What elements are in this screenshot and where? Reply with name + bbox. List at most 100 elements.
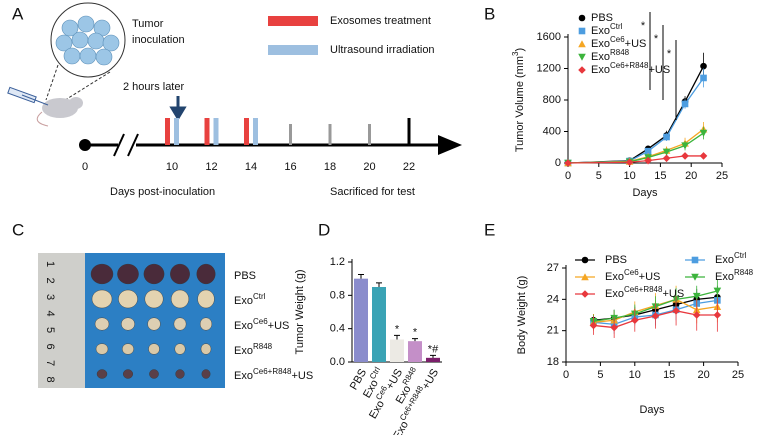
tumor <box>147 317 161 331</box>
legend-label: PBS <box>591 12 613 24</box>
ruler-number: 5 <box>44 327 56 333</box>
text-part: Exo <box>715 271 734 283</box>
legend-label: ExoCe6+R848+US <box>605 285 684 300</box>
ruler-number: 8 <box>44 376 56 382</box>
text-part: R848 <box>734 268 754 277</box>
text-part: R848 <box>401 365 419 387</box>
marker <box>692 311 701 319</box>
ruler-number: 7 <box>44 360 56 366</box>
marker <box>692 292 701 300</box>
marker <box>651 312 660 320</box>
error-bar <box>376 282 382 287</box>
text-part: Ctrl <box>610 22 623 31</box>
marker <box>662 148 671 156</box>
marker <box>713 311 722 319</box>
legend-label: ExoCe6+R848+US <box>591 61 670 76</box>
group-label: ExoCtrl <box>234 292 266 307</box>
legend-label: ExoCe6+US <box>605 268 660 283</box>
ruler-number: 4 <box>44 310 56 316</box>
zoom-line <box>45 64 59 101</box>
text-part: Tumor Weight (g) <box>294 270 306 355</box>
note-arrow <box>169 96 187 121</box>
inoculation-label: Tumor inoculation <box>132 18 185 46</box>
text-part: inoculation <box>132 34 185 46</box>
panel-label: C <box>12 221 24 240</box>
panel-label: D <box>318 221 330 240</box>
group-label: PBS <box>234 270 256 282</box>
text-part: Tumor <box>132 18 164 30</box>
legend-label: Exosomes treatment <box>330 15 431 27</box>
marker <box>672 307 680 315</box>
marker <box>610 323 618 332</box>
marker <box>644 147 652 155</box>
text-part: Ctrl <box>734 251 747 260</box>
text-part: +US <box>420 367 441 392</box>
treatment-bar <box>204 118 210 145</box>
legend-marker <box>581 273 589 281</box>
ruler-number: 3 <box>44 294 56 300</box>
text-part: +US <box>648 64 670 76</box>
legend-swatch <box>268 45 318 55</box>
text-part: Exo <box>591 25 610 37</box>
tumor <box>143 263 165 285</box>
tumor <box>95 343 109 355</box>
inoculation-art <box>7 2 126 127</box>
legend-label: ExoCtrl <box>591 22 623 37</box>
text-part: Exo <box>391 419 411 435</box>
legend-label: ExoR848 <box>591 48 630 63</box>
marker <box>681 142 689 150</box>
x-tick-label: 25 <box>716 170 728 182</box>
text-part: Exo <box>367 399 387 421</box>
day-tick <box>289 124 292 145</box>
day-label: 10 <box>166 161 178 173</box>
y-tick-label: 0.8 <box>330 289 345 301</box>
legend-marker <box>691 273 699 281</box>
significance-label: *# <box>428 343 439 355</box>
y-tick-label: 400 <box>543 126 561 138</box>
legend-marker <box>578 27 586 35</box>
error-bar <box>394 334 400 340</box>
marker <box>700 62 707 70</box>
text-part: Ce6+R848 <box>610 61 649 70</box>
text-part: Tumor Volume (mm <box>514 56 526 152</box>
x-tick-label: 20 <box>697 369 709 381</box>
y-axis-label: Tumor Weight (g) <box>294 270 306 355</box>
tumor <box>199 317 213 331</box>
group-label: ExoR848 <box>234 342 273 357</box>
panel-label: A <box>12 5 24 24</box>
text-part: Exo <box>591 64 610 76</box>
tumor <box>173 317 187 331</box>
tumor <box>175 369 185 379</box>
end-label: Sacrificed for test <box>330 186 415 198</box>
significance-label: * <box>413 327 418 339</box>
marker <box>713 287 722 295</box>
marker <box>662 154 671 163</box>
tumor <box>122 343 134 355</box>
y-tick-label: 24 <box>547 293 559 305</box>
text-part: Exo <box>234 320 253 332</box>
bar <box>408 341 422 362</box>
tumor <box>91 289 113 309</box>
text-part: 3 <box>511 51 520 56</box>
text-part: Exo <box>605 271 624 283</box>
day-tick <box>407 118 411 145</box>
legend-swatch <box>268 16 318 26</box>
text-part: Exo <box>591 51 610 63</box>
y-axis-label: Body Weight (g) <box>516 276 528 355</box>
x-tick-label: 25 <box>732 369 744 381</box>
text-part: Ctrl <box>253 292 266 301</box>
day-label: 16 <box>284 161 296 173</box>
bar <box>390 339 404 362</box>
legend-label: ExoCtrl <box>715 251 747 266</box>
tumor <box>122 369 133 379</box>
marker <box>644 156 652 165</box>
x-tick-label: 0 <box>565 170 571 182</box>
needle <box>21 94 49 106</box>
error-bar <box>430 354 436 358</box>
tumor <box>144 289 164 309</box>
tumor <box>117 263 139 285</box>
tumor <box>196 263 216 285</box>
text-part: Ce6+R848 <box>253 367 292 376</box>
irradiation-bar <box>174 118 179 145</box>
day-tick <box>328 124 332 145</box>
